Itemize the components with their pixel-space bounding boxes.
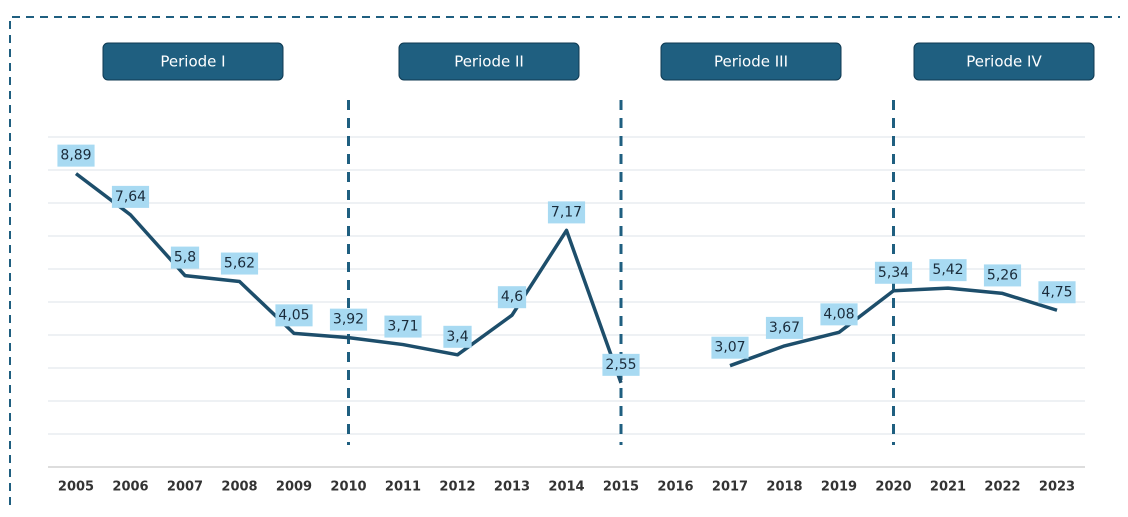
period-label: Periode I: [160, 53, 225, 71]
data-label-bg: [983, 264, 1022, 287]
data-label: 5,8: [170, 246, 200, 269]
data-label-text: 8,89: [60, 148, 91, 164]
data-label: 5,34: [874, 261, 913, 284]
data-label: 4,05: [275, 304, 313, 327]
data-label-text: 5,42: [932, 262, 963, 278]
x-tick-label: 2008: [221, 480, 257, 495]
period-box: [660, 42, 842, 81]
data-label: 4,08: [820, 303, 858, 326]
x-tick-label: 2017: [712, 480, 748, 495]
period-box: [102, 42, 284, 81]
data-label-text: 7,64: [115, 189, 146, 205]
line: [74, 172, 1058, 384]
data-label: 5,26: [983, 264, 1022, 287]
data-label-text: 4,08: [823, 306, 854, 322]
data-label-bg: [874, 261, 913, 284]
data-label: 3,4: [443, 325, 472, 348]
x-tick-label: 2021: [930, 480, 966, 495]
x-tick-label: 2015: [603, 480, 639, 495]
data-label-text: 5,34: [878, 265, 909, 281]
data-label-text: 3,07: [714, 340, 745, 356]
data-label: 3,67: [765, 316, 804, 339]
data-label-text: 2,55: [605, 357, 636, 373]
data-label-bg: [547, 201, 586, 224]
data-label-text: 3,67: [769, 320, 800, 336]
data-label: 3,92: [329, 308, 368, 331]
data-label-text: 5,26: [987, 267, 1018, 283]
data-label-text: 5,62: [224, 256, 255, 272]
data-label-bg: [1038, 281, 1076, 304]
x-tick-label: 2007: [167, 480, 203, 495]
data-label-bg: [820, 303, 858, 326]
data-label-bg: [765, 316, 804, 339]
x-tick-label: 2013: [494, 480, 530, 495]
x-tick-label: 2005: [58, 480, 94, 495]
x-tick-label: 2006: [112, 480, 148, 495]
period-box: [913, 42, 1095, 81]
data-label: 2,55: [602, 353, 640, 376]
period-label: Periode II: [454, 53, 524, 71]
data-label-bg: [929, 259, 967, 282]
data-label: 5,42: [929, 259, 967, 282]
data-label: 8,89: [57, 144, 95, 167]
x-tick-label: 2018: [766, 480, 802, 495]
x-tick-label: 2020: [875, 480, 911, 495]
data-label: 7,17: [547, 201, 586, 224]
data-label-bg: [329, 308, 368, 331]
period-box: [398, 42, 580, 81]
data-label: 4,75: [1038, 281, 1076, 304]
x-tick-label: 2009: [276, 480, 312, 495]
x-tick-label: 2023: [1039, 480, 1075, 495]
data-label-bg: [497, 286, 527, 309]
data-label-bg: [443, 325, 472, 348]
data-label: 4,6: [497, 286, 527, 309]
data-label-text: 4,6: [501, 289, 523, 305]
data-label-bg: [57, 144, 95, 167]
x-tick-label: 2012: [439, 480, 475, 495]
data-label-text: 4,05: [278, 307, 309, 323]
data-label-bg: [111, 185, 150, 208]
data-label-bg: [711, 336, 749, 359]
data-label: 7,64: [111, 185, 150, 208]
data-label-text: 3,4: [446, 329, 468, 345]
data-label-text: 3,71: [387, 319, 418, 335]
data-label-bg: [170, 246, 200, 269]
x-tick-label: 2022: [984, 480, 1020, 495]
data-label-text: 5,8: [174, 250, 196, 266]
data-label: 3,07: [711, 336, 749, 359]
data-label-bg: [275, 304, 313, 327]
data-label-bg: [384, 315, 422, 338]
period-label: Periode III: [714, 53, 788, 71]
data-label-text: 7,17: [551, 204, 582, 220]
period-label: Periode IV: [966, 53, 1042, 71]
x-tick-label: 2010: [330, 480, 366, 495]
data-label-text: 3,92: [333, 312, 364, 328]
x-tick-label: 2016: [657, 480, 693, 495]
data-label-text: 4,75: [1041, 284, 1072, 300]
x-tick-label: 2014: [548, 480, 584, 495]
data-label: 5,62: [220, 252, 259, 275]
data-label-bg: [220, 252, 259, 275]
data-label: 3,71: [384, 315, 422, 338]
x-tick-label: 2011: [385, 480, 421, 495]
data-label-bg: [602, 353, 640, 376]
x-tick-label: 2019: [821, 480, 857, 495]
